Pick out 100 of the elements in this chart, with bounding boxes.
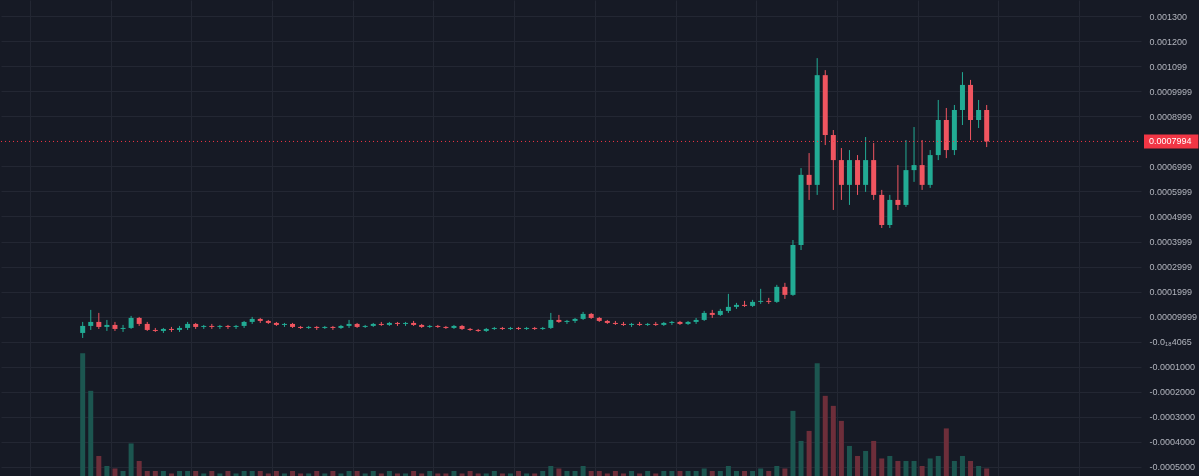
bar (814, 363, 820, 476)
bar (798, 440, 804, 476)
bar (830, 405, 836, 476)
bar (661, 470, 667, 476)
bar (314, 470, 320, 476)
bar (177, 470, 183, 476)
bar (298, 473, 304, 476)
candlestick (564, 319, 570, 325)
y-tick-label: -0.0003000 (1149, 412, 1196, 423)
candlestick (782, 282, 788, 300)
bar (193, 470, 199, 476)
bar (871, 440, 877, 476)
y-tick-label: -0.0001000 (1149, 362, 1196, 373)
bar (532, 473, 538, 476)
bar (136, 460, 142, 476)
candlestick (346, 319, 352, 329)
bar (499, 473, 505, 476)
bar (588, 470, 594, 476)
bar (903, 460, 909, 476)
bar (669, 470, 675, 476)
bar (620, 473, 626, 476)
y-tick-label: 0.001200 (1149, 36, 1188, 47)
bar (822, 395, 828, 476)
bar (548, 465, 554, 476)
bar (604, 473, 610, 476)
bar (919, 465, 925, 476)
y-tick-label: -0.0002000 (1149, 387, 1196, 398)
bar (855, 455, 861, 476)
bar (249, 470, 255, 476)
bar (459, 473, 465, 476)
bar (185, 470, 191, 476)
bar (976, 465, 982, 476)
candlestick (806, 152, 812, 201)
bar (273, 470, 279, 476)
bar (725, 465, 731, 476)
bar (467, 470, 473, 476)
bar (370, 470, 376, 476)
candlestick (120, 324, 126, 333)
bar (346, 470, 352, 476)
bar (128, 443, 134, 476)
bar (846, 445, 852, 476)
bar (322, 473, 328, 476)
candlestick (88, 309, 94, 331)
y-tick-label: -0.0005000 (1149, 462, 1196, 473)
y-tick-label: 0.0001999 (1149, 287, 1193, 298)
y-tick-label: -0.0₁₈4065 (1149, 337, 1192, 348)
y-tick-label: 0.0004999 (1149, 211, 1193, 222)
bar (507, 473, 513, 476)
bar (895, 460, 901, 476)
bar (524, 473, 530, 476)
bar (362, 473, 368, 476)
bar (766, 470, 772, 476)
bar (112, 468, 118, 476)
y-tick-label: 0.00009999 (1149, 312, 1198, 323)
bar (483, 473, 489, 476)
bar (750, 470, 756, 476)
bar (645, 470, 651, 476)
bar (540, 470, 546, 476)
bar (120, 470, 126, 476)
candlestick (225, 324, 231, 330)
bar (330, 470, 336, 476)
bar (96, 455, 102, 476)
bar (733, 470, 739, 476)
bar (88, 390, 94, 476)
candlestick (919, 139, 925, 191)
bar (951, 460, 957, 476)
bar (217, 473, 223, 476)
bar (403, 473, 409, 476)
ref-line-label: 0.0007994 (1149, 136, 1192, 147)
candlestick (669, 320, 675, 326)
candlestick (217, 324, 223, 330)
bar (637, 473, 643, 476)
bar (80, 353, 86, 476)
bar (419, 473, 425, 476)
bar (701, 468, 707, 476)
candlestick (572, 317, 578, 324)
bar (354, 470, 360, 476)
candlestick (467, 327, 473, 332)
bar (378, 473, 384, 476)
bar (742, 470, 748, 476)
bar (693, 470, 699, 476)
bar (717, 470, 723, 476)
bar (225, 470, 231, 476)
candlestick (338, 324, 344, 330)
candlestick (895, 164, 901, 211)
bar (201, 473, 207, 476)
candlestick (677, 320, 683, 326)
bar (935, 455, 941, 476)
bar (257, 470, 263, 476)
bar (233, 473, 239, 476)
bar (685, 470, 691, 476)
candlestick (233, 324, 239, 330)
candlestick (112, 321, 118, 332)
bar (281, 473, 287, 476)
bar (709, 470, 715, 476)
y-tick-label: 0.0005999 (1149, 186, 1193, 197)
y-tick-label: 0.0006999 (1149, 161, 1193, 172)
candlestick (330, 325, 336, 331)
y-tick-label: 0.001300 (1149, 11, 1188, 22)
candlestick (693, 317, 699, 325)
